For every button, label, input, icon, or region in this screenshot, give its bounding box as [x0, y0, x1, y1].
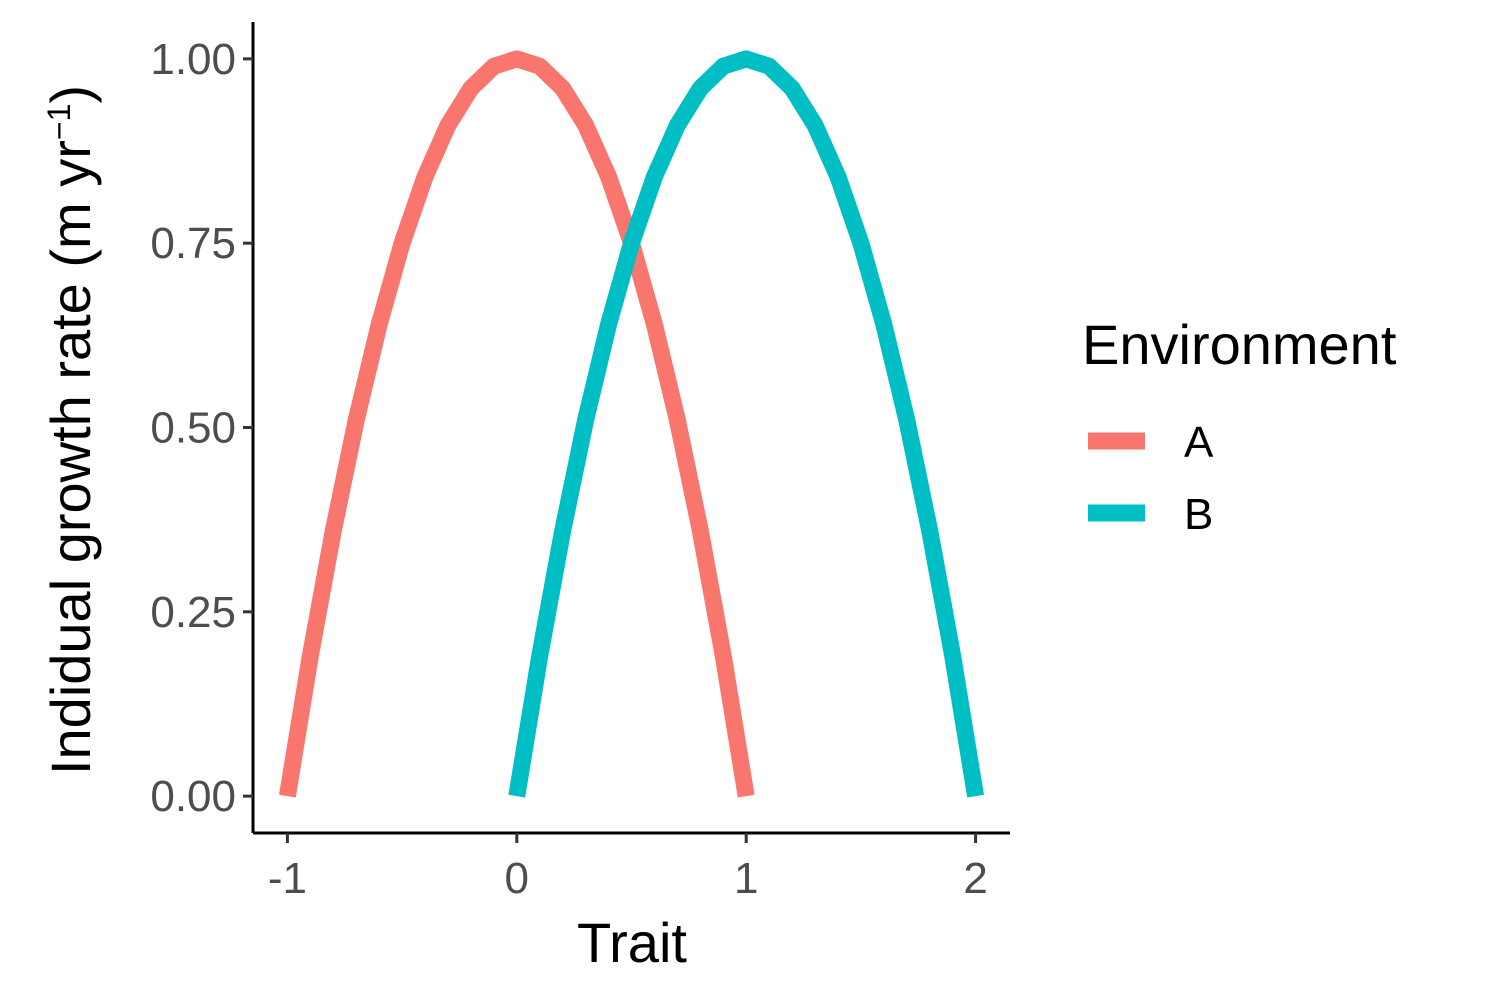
y-tick-label: 1.00 [150, 35, 236, 84]
legend-label-a: A [1184, 418, 1214, 467]
legend-label-b: B [1184, 490, 1213, 539]
y-ticks: 0.00 0.25 0.50 0.75 1.00 [150, 35, 253, 821]
series-line-a [279, 50, 755, 798]
series-layer [279, 50, 984, 798]
x-ticks: -1 0 1 2 [268, 833, 988, 903]
series-line-b [508, 50, 984, 798]
y-tick-label: 0.00 [150, 772, 236, 821]
legend-title: Environment [1082, 313, 1397, 376]
x-tick-label: 2 [963, 854, 987, 903]
y-tick-label: 0.25 [150, 588, 236, 637]
y-axis-title-main: Indidual growth rate (m yr [39, 140, 102, 775]
x-tick-label: 1 [734, 854, 758, 903]
x-axis-title: Trait [577, 911, 687, 974]
x-tick-label: 0 [505, 854, 529, 903]
y-axis-title-end: ) [39, 85, 102, 104]
x-tick-label: -1 [268, 854, 307, 903]
y-axis-title: Indidual growth rate (m yr−1) [39, 85, 102, 775]
y-tick-label: 0.75 [150, 219, 236, 268]
y-tick-label: 0.50 [150, 404, 236, 453]
y-axis-title-sup: −1 [41, 104, 77, 140]
legend: Environment AB [1082, 313, 1397, 539]
